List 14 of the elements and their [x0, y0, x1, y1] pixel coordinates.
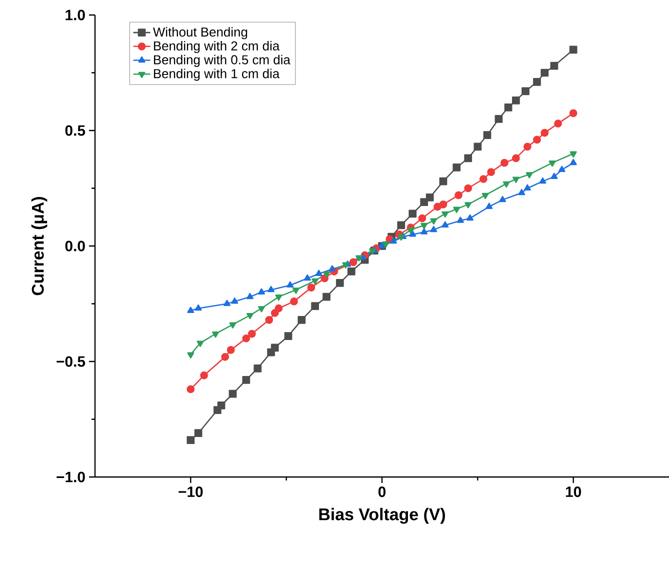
y-tick-label: −1.0 [56, 472, 85, 482]
legend-label: Bending with 2 cm dia [154, 40, 280, 54]
y-tick-label: 0.5 [65, 125, 86, 136]
legend-label: Bending with 1 cm dia [154, 68, 280, 81]
y-tick-label: −0.5 [56, 356, 86, 367]
x-tick-label: 10 [566, 486, 582, 498]
x-tick-label: −10 [178, 486, 203, 498]
y-tick-label: 0.0 [65, 240, 85, 252]
x-tick-label: 0 [378, 486, 386, 498]
x-axis-title: Bias Voltage (V) [319, 508, 445, 524]
legend-label: Without Bending [152, 27, 248, 40]
y-tick-label: 1.0 [66, 10, 85, 20]
y-axis-title: Current (μA) [31, 196, 48, 296]
legend-label: Bending with 0.5 cm dia [154, 54, 290, 67]
